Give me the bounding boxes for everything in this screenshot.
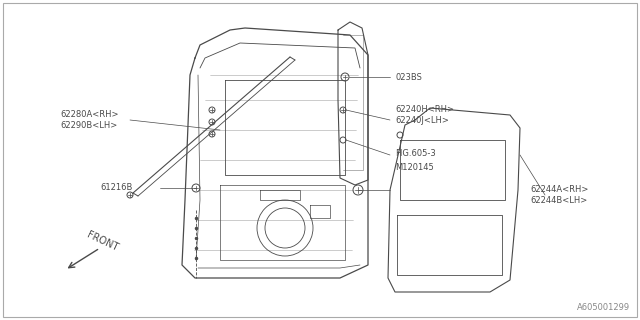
Text: 023BS: 023BS [395,73,422,82]
Text: 61216B: 61216B [100,183,132,193]
Text: M120145: M120145 [395,164,434,172]
Text: FRONT: FRONT [85,230,120,253]
Text: 62244A<RH>
62244B<LH>: 62244A<RH> 62244B<LH> [530,185,588,205]
Text: 62240H<RH>
62240J<LH>: 62240H<RH> 62240J<LH> [395,105,454,125]
Text: FIG.605-3: FIG.605-3 [395,148,436,157]
Text: A605001299: A605001299 [577,303,630,312]
Text: 62280A<RH>
62290B<LH>: 62280A<RH> 62290B<LH> [60,110,118,130]
